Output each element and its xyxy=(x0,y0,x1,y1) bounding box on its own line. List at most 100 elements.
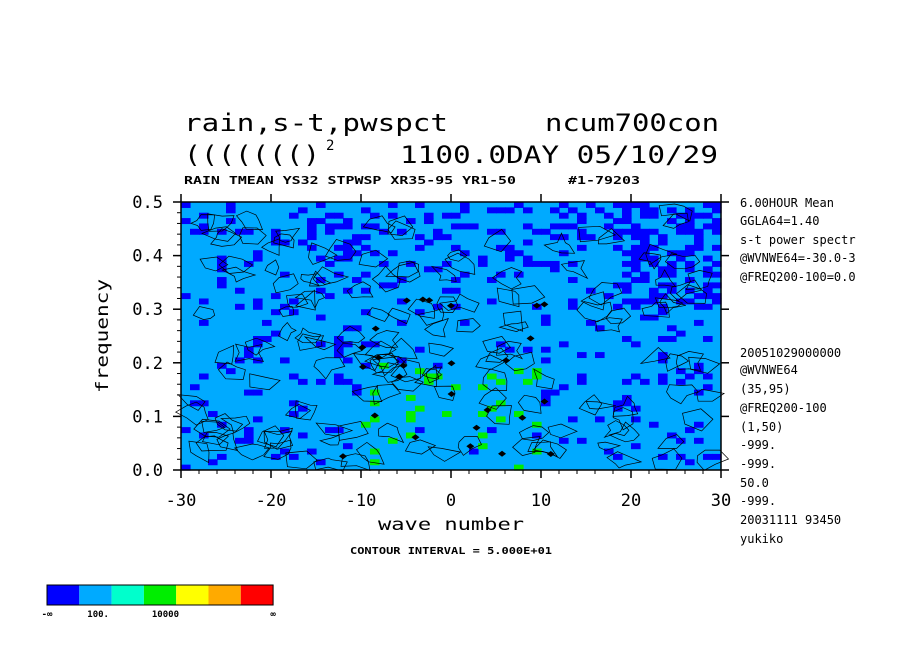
contour-line xyxy=(358,249,389,268)
heatmap-cell xyxy=(199,223,209,230)
heatmap-cell xyxy=(298,432,308,439)
heatmap-cell xyxy=(640,255,650,262)
heatmap-cell xyxy=(712,223,722,230)
heatmap-cell xyxy=(613,244,623,251)
heatmap-cell xyxy=(181,218,191,225)
heatmap-cell xyxy=(316,277,326,283)
contour-line xyxy=(670,279,702,302)
contour-line xyxy=(199,256,229,272)
info-line: yukiko xyxy=(740,532,783,546)
heatmap-cell xyxy=(361,362,371,369)
contour-line xyxy=(263,430,293,449)
heatmap-cell xyxy=(496,207,506,214)
heatmap-cell xyxy=(622,202,632,208)
info-line: GGLA64=1.40 xyxy=(740,214,819,228)
heatmap-cell xyxy=(253,389,263,396)
color-legend: -∞ 100. 10000 ∞ xyxy=(42,584,276,620)
heatmap-cell xyxy=(640,298,650,305)
info-panel-bottom: 20051029000000 @WVNWE64 (35,95) @FREQ200… xyxy=(740,346,841,546)
heatmap-cell xyxy=(631,303,641,310)
heatmap-cell xyxy=(622,298,632,305)
heatmap-cell xyxy=(640,207,650,214)
heatmap-cell xyxy=(199,298,209,305)
heatmap-cell xyxy=(496,244,506,251)
heatmap-cell xyxy=(631,416,641,423)
heatmap-cell xyxy=(280,448,290,455)
heatmap-cell xyxy=(217,362,227,369)
info-line: -999. xyxy=(740,494,776,508)
heatmap-cell xyxy=(343,443,353,450)
heatmap-cell xyxy=(487,228,497,235)
heatmap-cell xyxy=(667,271,677,278)
chart-subtitle-id: #1-79203 xyxy=(568,174,640,187)
heatmap-cell xyxy=(388,212,398,219)
contour-line xyxy=(638,252,662,270)
heatmap-cell xyxy=(460,250,470,257)
heatmap-cell xyxy=(712,207,722,214)
contour-line xyxy=(201,432,230,446)
heatmap-cell xyxy=(226,218,236,225)
legend-label: -∞ xyxy=(42,610,53,620)
heatmap-cell xyxy=(496,416,506,423)
heatmap-cell xyxy=(559,234,569,241)
heatmap-cell xyxy=(640,244,650,251)
heatmap-cell xyxy=(208,411,218,417)
heatmap-cell xyxy=(604,223,614,230)
heatmap-cell xyxy=(334,223,344,230)
heatmap-cell xyxy=(586,234,596,241)
x-tick-label: 20 xyxy=(621,491,641,511)
heatmap-cell xyxy=(307,244,317,251)
heatmap-cell xyxy=(496,400,506,407)
contour-line xyxy=(390,359,421,383)
heatmap-cell xyxy=(316,341,326,348)
heatmap-cell xyxy=(280,239,290,246)
heatmap-cell xyxy=(541,314,551,321)
heatmap-cell xyxy=(622,212,632,219)
heatmap-cell xyxy=(676,378,686,385)
x-tick-label: -10 xyxy=(346,491,377,511)
info-panel-top: 6.00HOUR Mean GGLA64=1.40 s-t power spec… xyxy=(740,196,856,284)
heatmap-cell xyxy=(703,266,713,273)
contour-line xyxy=(378,422,405,444)
heatmap-cell xyxy=(316,314,326,321)
heatmap-cell xyxy=(361,421,371,428)
heatmap-cell xyxy=(649,207,659,214)
heatmap-cell xyxy=(298,207,308,214)
heatmap-cell xyxy=(685,298,695,305)
heatmap-cell xyxy=(334,346,344,353)
heatmap-cell xyxy=(604,212,614,219)
heatmap-cell xyxy=(685,250,695,257)
heatmap-cell xyxy=(496,341,506,348)
heatmap-cell xyxy=(343,223,353,230)
heatmap-cell xyxy=(271,239,281,246)
heatmap-cell xyxy=(505,255,515,262)
heatmap-cell xyxy=(541,319,551,326)
heatmap-cell xyxy=(244,389,254,396)
heatmap-cell xyxy=(541,346,551,353)
contour-line xyxy=(261,238,280,256)
contour-peak xyxy=(498,450,507,457)
x-tick-label: 0 xyxy=(446,491,456,511)
heatmap-cell xyxy=(514,464,524,471)
heatmap-cell xyxy=(712,202,722,208)
contour-line xyxy=(478,387,507,410)
contour-line xyxy=(337,421,369,441)
contour-line xyxy=(387,220,416,240)
contour-line xyxy=(366,307,390,322)
heatmap-cell xyxy=(703,293,713,300)
heatmap-cell xyxy=(370,448,380,455)
heatmap-cell xyxy=(415,368,425,375)
heatmap-cell xyxy=(514,411,524,417)
legend-label: 10000 xyxy=(152,610,179,620)
heatmap-cell xyxy=(289,212,299,219)
heatmap-cell xyxy=(685,260,695,267)
heatmap-cell xyxy=(667,432,677,439)
heatmap-cell xyxy=(703,303,713,310)
contour-line xyxy=(664,253,701,270)
heatmap-cell xyxy=(667,260,677,267)
x-tick-label: 10 xyxy=(531,491,551,511)
heatmap-cell xyxy=(694,319,704,326)
contour-peak xyxy=(358,363,367,370)
heatmap-cell xyxy=(640,202,650,208)
